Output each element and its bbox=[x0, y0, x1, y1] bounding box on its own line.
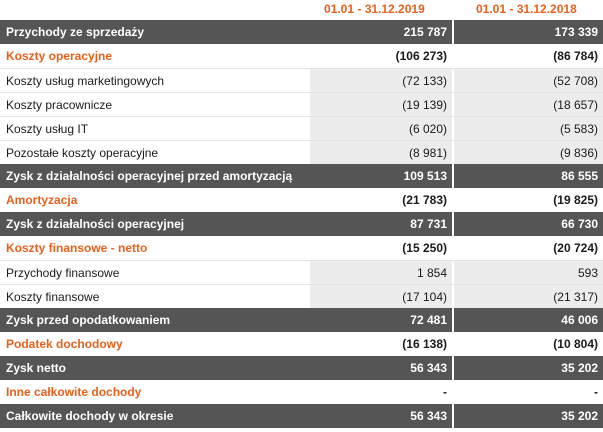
value-2018: 173 339 bbox=[454, 20, 603, 44]
value-2018: 35 202 bbox=[454, 356, 603, 380]
value-2019: (106 273) bbox=[395, 49, 447, 63]
table-row-income-tax: Podatek dochodowy (16 138) (10 804) bbox=[0, 332, 603, 356]
table-row-operating-costs: Koszty operacyjne (106 273) (86 784) bbox=[0, 44, 603, 68]
value-2019: (17 104) bbox=[310, 285, 452, 309]
value-2019: (15 250) bbox=[402, 241, 447, 255]
value-2019: 56 343 bbox=[310, 356, 452, 380]
row-label: Koszty operacyjne bbox=[6, 49, 113, 63]
value-2018: (9 836) bbox=[454, 141, 603, 165]
value-2018: (52 708) bbox=[454, 69, 603, 93]
table-row-other-comprehensive-income: Inne całkowite dochody - - bbox=[0, 380, 603, 404]
value-2018: (86 784) bbox=[553, 49, 598, 63]
value-2019: (72 133) bbox=[310, 69, 452, 93]
value-2018: (21 317) bbox=[454, 285, 603, 309]
row-label: Całkowite dochody w okresie bbox=[6, 409, 174, 423]
value-2019: (6 020) bbox=[310, 117, 452, 141]
column-header-2019: 01.01 - 31.12.2019 bbox=[324, 2, 425, 16]
value-2018: 46 006 bbox=[454, 308, 603, 332]
table-row-marketing-costs: Koszty usług marketingowych (72 133) (52… bbox=[0, 68, 603, 93]
value-2019: 72 481 bbox=[310, 308, 452, 332]
table-row-net-finance-costs: Koszty finansowe - netto (15 250) (20 72… bbox=[0, 236, 603, 260]
value-2019: 109 513 bbox=[310, 164, 452, 188]
value-2019: - bbox=[443, 385, 447, 399]
row-label: Podatek dochodowy bbox=[6, 337, 123, 351]
row-label: Koszty usług marketingowych bbox=[6, 74, 165, 88]
column-header: 01.01 - 31.12.2019 01.01 - 31.12.2018 bbox=[0, 0, 603, 20]
value-2018: (20 724) bbox=[553, 241, 598, 255]
value-2019: 215 787 bbox=[310, 20, 452, 44]
row-label: Zysk z działalności operacyjnej bbox=[6, 217, 185, 231]
table-row-total-comprehensive-income: Całkowite dochody w okresie 56 343 35 20… bbox=[0, 404, 603, 428]
table-row-other-operating-costs: Pozostałe koszty operacyjne (8 981) (9 8… bbox=[0, 140, 603, 165]
table-row-finance-income: Przychody finansowe 1 854 593 bbox=[0, 260, 603, 285]
table-row-finance-costs: Koszty finansowe (17 104) (21 317) bbox=[0, 284, 603, 309]
value-2018: 86 555 bbox=[454, 164, 603, 188]
row-label: Koszty usług IT bbox=[6, 122, 89, 136]
row-label: Przychody ze sprzedaży bbox=[6, 25, 145, 39]
value-2018: (10 804) bbox=[553, 337, 598, 351]
table-row-net-profit: Zysk netto 56 343 35 202 bbox=[0, 356, 603, 380]
table-row-amortization: Amortyzacja (21 783) (19 825) bbox=[0, 188, 603, 212]
value-2019: 56 343 bbox=[310, 404, 452, 428]
value-2019: 87 731 bbox=[310, 212, 452, 236]
row-label: Zysk z działalności operacyjnej przed am… bbox=[6, 169, 293, 183]
table-row-profit-before-tax: Zysk przed opodatkowaniem 72 481 46 006 bbox=[0, 308, 603, 332]
row-label: Przychody finansowe bbox=[6, 266, 120, 280]
row-label: Zysk netto bbox=[6, 361, 67, 375]
value-2018: (19 825) bbox=[553, 193, 598, 207]
row-label: Amortyzacja bbox=[6, 193, 78, 207]
value-2018: (5 583) bbox=[454, 117, 603, 141]
value-2018: (18 657) bbox=[454, 93, 603, 117]
table-row-operating-profit: Zysk z działalności operacyjnej 87 731 6… bbox=[0, 212, 603, 236]
table-row-employee-costs: Koszty pracownicze (19 139) (18 657) bbox=[0, 92, 603, 117]
value-2018: 35 202 bbox=[454, 404, 603, 428]
value-2018: 66 730 bbox=[454, 212, 603, 236]
value-2018: 593 bbox=[454, 261, 603, 285]
row-label: Koszty finansowe - netto bbox=[6, 241, 148, 255]
value-2019: 1 854 bbox=[310, 261, 452, 285]
table-row-it-costs: Koszty usług IT (6 020) (5 583) bbox=[0, 116, 603, 141]
value-2019: (21 783) bbox=[402, 193, 447, 207]
value-2019: (19 139) bbox=[310, 93, 452, 117]
row-label: Inne całkowite dochody bbox=[6, 385, 142, 399]
value-2018: - bbox=[594, 385, 598, 399]
table-row-revenue: Przychody ze sprzedaży 215 787 173 339 bbox=[0, 20, 603, 44]
column-header-2018: 01.01 - 31.12.2018 bbox=[476, 2, 577, 16]
table-row-ebitda: Zysk z działalności operacyjnej przed am… bbox=[0, 164, 603, 188]
value-2019: (8 981) bbox=[310, 141, 452, 165]
row-label: Zysk przed opodatkowaniem bbox=[6, 313, 171, 327]
row-label: Koszty finansowe bbox=[6, 290, 100, 304]
value-2019: (16 138) bbox=[402, 337, 447, 351]
row-label: Pozostałe koszty operacyjne bbox=[6, 146, 159, 160]
row-label: Koszty pracownicze bbox=[6, 98, 113, 112]
